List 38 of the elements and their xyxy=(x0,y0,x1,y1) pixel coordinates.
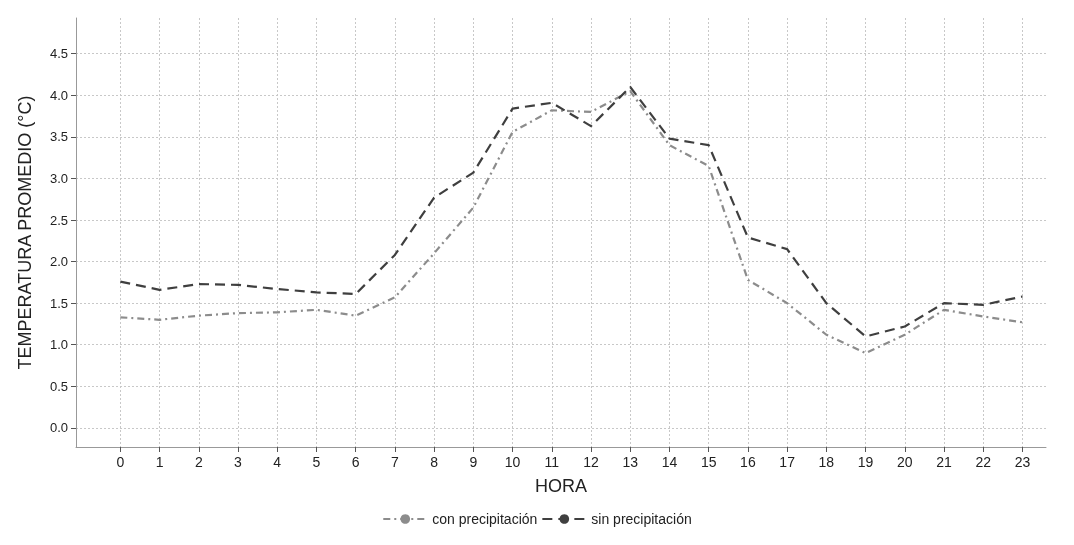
x-tick-label: 13 xyxy=(622,454,639,470)
y-tick-label: 4.0 xyxy=(49,87,68,103)
x-tick-label: 7 xyxy=(390,454,399,470)
x-tick-label: 19 xyxy=(857,454,874,470)
y-tick-label: 2.0 xyxy=(49,254,68,270)
y-tick-label: 3.0 xyxy=(49,170,68,186)
x-tick-label: 6 xyxy=(351,454,360,470)
x-tick-label: 0 xyxy=(116,454,125,470)
x-tick-label: 22 xyxy=(975,454,992,470)
y-tick-label: 3.5 xyxy=(49,129,68,145)
x-tick-label: 14 xyxy=(661,454,678,470)
x-tick-label: 10 xyxy=(504,454,521,470)
y-tick-label: 0.5 xyxy=(49,378,68,394)
x-tick-label: 17 xyxy=(779,454,796,470)
legend-label: sin precipitación xyxy=(591,511,692,527)
y-tick-label: 4.5 xyxy=(49,46,68,62)
x-tick-label: 23 xyxy=(1014,454,1031,470)
x-axis-title: HORA xyxy=(534,476,588,496)
x-tick-label: 20 xyxy=(897,454,913,470)
x-tick-label: 1 xyxy=(155,454,164,470)
y-tick-label: 0.0 xyxy=(49,420,68,436)
y-axis-title: TEMPERATURA PROMEDIO (°C) xyxy=(15,95,35,370)
y-tick-label: 1.0 xyxy=(49,337,68,353)
x-tick-label: 12 xyxy=(583,454,599,470)
x-tick-label: 16 xyxy=(740,454,756,470)
x-tick-label: 21 xyxy=(936,454,953,470)
x-tick-label: 9 xyxy=(469,454,478,470)
x-tick-label: 18 xyxy=(818,454,835,470)
x-tick-label: 15 xyxy=(700,454,717,470)
y-tick-label: 1.5 xyxy=(49,295,68,311)
x-tick-label: 8 xyxy=(430,454,439,470)
y-tick-label: 2.5 xyxy=(49,212,68,228)
legend-label: con precipitación xyxy=(432,511,538,527)
x-tick-label: 5 xyxy=(312,454,321,470)
x-tick-label: 11 xyxy=(544,454,560,470)
x-tick-label: 4 xyxy=(273,454,282,470)
x-tick-label: 2 xyxy=(194,454,203,470)
x-tick-label: 3 xyxy=(234,454,243,470)
